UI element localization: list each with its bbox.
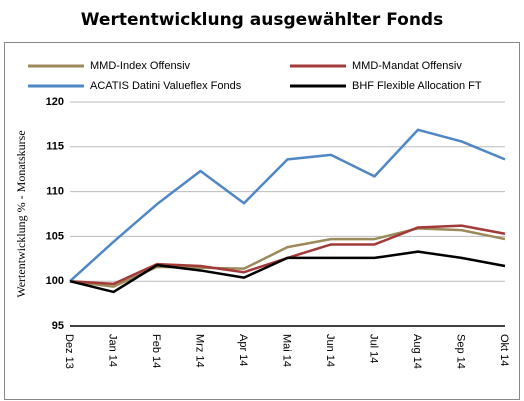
series-line (69, 250, 506, 294)
x-tick-label: Mrz 14 (194, 334, 206, 368)
x-tick-label: Feb 14 (150, 334, 162, 368)
x-tick-label: Sep 14 (455, 334, 467, 369)
chart-title: Wertentwicklung ausgewählter Fonds (81, 10, 443, 30)
x-tick-label: Mai 14 (281, 334, 293, 367)
legend-label: MMD-Mandat Offensiv (352, 60, 462, 72)
legend-label: ACATIS Datini Valueflex Fonds (90, 80, 242, 92)
y-tick-label: 115 (46, 141, 64, 153)
x-tick-label: Jan 14 (107, 334, 119, 367)
x-tick-label: Jun 14 (324, 334, 336, 367)
x-tick-label: Dez 13 (63, 334, 75, 369)
y-tick-label: 120 (46, 96, 64, 108)
x-tick-label: Jul 14 (368, 334, 380, 363)
y-tick-label: 95 (52, 320, 64, 332)
x-tick-label: Apr 14 (237, 334, 249, 366)
y-axis-label: Wertentwicklung % - Monatskurse (14, 130, 28, 297)
y-tick-label: 110 (46, 186, 64, 198)
legend-label: BHF Flexible Allocation FT (352, 80, 482, 92)
x-tick-label: Aug 14 (411, 334, 423, 369)
y-tick-label: 100 (46, 275, 64, 287)
series-line (69, 128, 506, 283)
chart-frame (4, 42, 520, 400)
x-tick-label: Okt 14 (498, 334, 510, 366)
y-tick-label: 105 (46, 230, 64, 242)
legend-label: MMD-Index Offensiv (90, 60, 191, 72)
